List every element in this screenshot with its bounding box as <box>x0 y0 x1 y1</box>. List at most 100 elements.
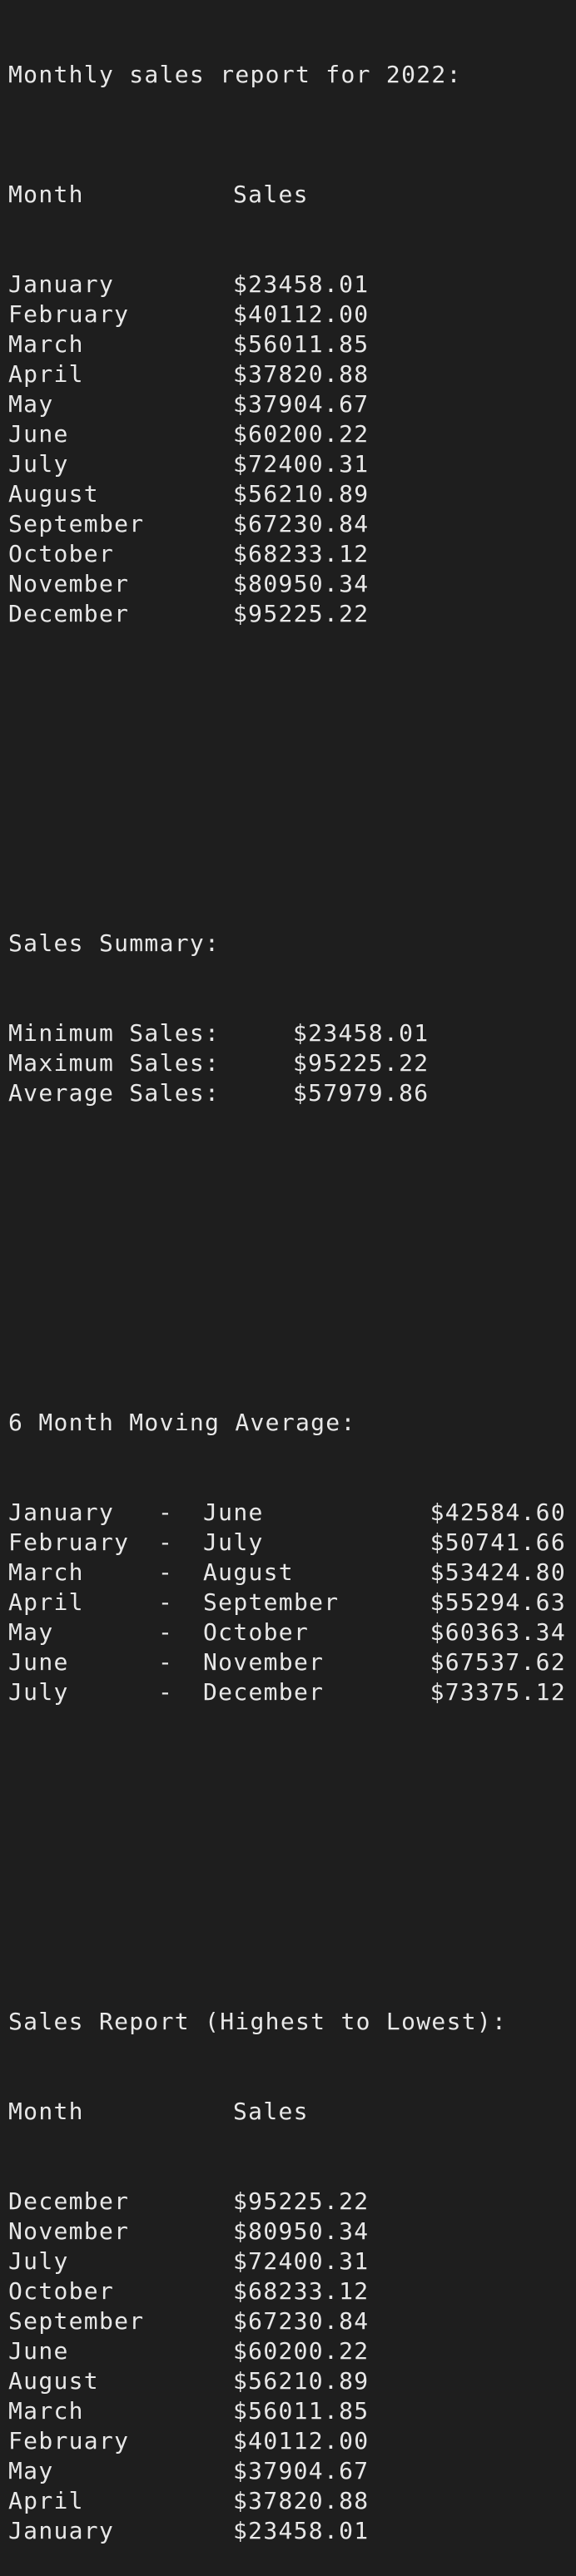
start-month: April <box>8 1588 84 1616</box>
table-row: July $72400.31 <box>8 2247 574 2276</box>
range-separator: - <box>158 1618 174 1646</box>
summary-value: $95225.22 <box>293 1049 430 1077</box>
monthly-table-body: January $23458.01 February $40112.00 March $5… <box>8 270 574 629</box>
start-month: May <box>8 1618 54 1646</box>
sales-cell: $37820.88 <box>233 360 370 388</box>
month-cell: November <box>8 570 130 597</box>
table-row: January $23458.01 <box>8 2516 574 2546</box>
moving-average-title: 6 Month Moving Average: <box>8 1409 356 1436</box>
summary-row: Minimum Sales: $23458.01 <box>8 1018 574 1048</box>
month-cell: September <box>8 2307 145 2335</box>
month-cell: June <box>8 420 69 448</box>
table-row: June $60200.22 <box>8 2336 574 2366</box>
table-row: December $95225.22 <box>8 599 574 629</box>
month-cell: April <box>8 2487 84 2514</box>
average-value: $55294.63 <box>430 1588 566 1616</box>
table-row: August $56210.89 <box>8 2366 574 2396</box>
month-cell: August <box>8 2367 99 2395</box>
end-month: November <box>203 1648 325 1676</box>
table-row: June $60200.22 <box>8 419 574 449</box>
moving-average-row: March - August $53424.80 <box>8 1558 574 1588</box>
end-month: August <box>203 1558 294 1586</box>
month-cell: October <box>8 2277 115 2305</box>
table-row: January $23458.01 <box>8 270 574 300</box>
sales-cell: $80950.34 <box>233 570 370 597</box>
month-cell: April <box>8 360 84 388</box>
month-cell: February <box>8 300 130 328</box>
start-month: March <box>8 1558 84 1586</box>
average-value: $73375.12 <box>430 1678 566 1706</box>
month-cell: September <box>8 510 145 537</box>
month-cell: July <box>8 450 69 478</box>
moving-average-row: July - December $73375.12 <box>8 1677 574 1707</box>
sales-cell: $37904.67 <box>233 390 370 418</box>
summary-row: Average Sales: $57979.86 <box>8 1078 574 1108</box>
moving-average-row: May - October $60363.34 <box>8 1617 574 1647</box>
end-month: October <box>203 1618 310 1646</box>
summary-title: Sales Summary: <box>8 929 221 957</box>
month-cell: January <box>8 2517 115 2544</box>
average-value: $53424.80 <box>430 1558 566 1586</box>
table-row: November $80950.34 <box>8 569 574 599</box>
sales-cell: $80950.34 <box>233 2217 370 2245</box>
average-value: $42584.60 <box>430 1499 566 1526</box>
table-row: March $56011.85 <box>8 2396 574 2426</box>
sales-cell: $56011.85 <box>233 330 370 358</box>
summary-list: Minimum Sales: $23458.01 Maximum Sales: $95… <box>8 1018 574 1108</box>
table-row: August $56210.89 <box>8 479 574 509</box>
start-month: June <box>8 1648 69 1676</box>
table-row: April $37820.88 <box>8 2486 574 2516</box>
summary-row: Maximum Sales: $95225.22 <box>8 1048 574 1078</box>
month-cell: January <box>8 270 115 298</box>
sales-cell: $72400.31 <box>233 2247 370 2275</box>
range-separator: - <box>158 1648 174 1676</box>
summary-value: $57979.86 <box>293 1079 430 1107</box>
sales-cell: $67230.84 <box>233 2307 370 2335</box>
table-row: May $37904.67 <box>8 389 574 419</box>
moving-average-row: April - September $55294.63 <box>8 1588 574 1617</box>
table-row: February $40112.00 <box>8 2426 574 2456</box>
sales-cell: $37904.67 <box>233 2457 370 2484</box>
sales-cell: $40112.00 <box>233 2427 370 2455</box>
table-row: February $40112.00 <box>8 300 574 329</box>
month-cell: May <box>8 390 54 418</box>
month-cell: July <box>8 2247 69 2275</box>
sales-cell: $37820.88 <box>233 2487 370 2514</box>
month-cell: November <box>8 2217 130 2245</box>
table-row: May $37904.67 <box>8 2456 574 2486</box>
sales-cell: $56210.89 <box>233 480 370 508</box>
moving-average-row: January - June $42584.60 <box>8 1498 574 1528</box>
sales-cell: $60200.22 <box>233 420 370 448</box>
month-cell: May <box>8 2457 54 2484</box>
table-row: December $95225.22 <box>8 2187 574 2217</box>
sales-cell: $95225.22 <box>233 600 370 627</box>
table-row: April $37820.88 <box>8 359 574 389</box>
end-month: June <box>203 1499 264 1526</box>
moving-average-row: February - July $50741.66 <box>8 1528 574 1558</box>
month-cell: December <box>8 600 130 627</box>
start-month: February <box>8 1528 130 1556</box>
table-row: September $67230.84 <box>8 2306 574 2336</box>
sales-cell: $68233.12 <box>233 2277 370 2305</box>
average-value: $67537.62 <box>430 1648 566 1676</box>
table-row: July $72400.31 <box>8 449 574 479</box>
table-row: November $80950.34 <box>8 2217 574 2247</box>
summary-label: Minimum Sales: <box>8 1019 221 1047</box>
sales-cell: $95225.22 <box>233 2187 370 2215</box>
table-row: September $67230.84 <box>8 509 574 539</box>
moving-average-row: June - November $67537.62 <box>8 1647 574 1677</box>
sales-cell: $23458.01 <box>233 270 370 298</box>
summary-value: $23458.01 <box>293 1019 430 1047</box>
month-cell: February <box>8 2427 130 2455</box>
summary-label: Maximum Sales: <box>8 1049 221 1077</box>
end-month: July <box>203 1528 264 1556</box>
monthly-table-header: Month Sales <box>8 180 574 210</box>
report-title: Monthly sales report for 2022: <box>8 61 462 88</box>
month-cell: March <box>8 330 84 358</box>
sales-cell: $56210.89 <box>233 2367 370 2395</box>
month-cell: March <box>8 2397 84 2425</box>
end-month: December <box>203 1678 325 1706</box>
month-cell: December <box>8 2187 130 2215</box>
start-month: January <box>8 1499 115 1526</box>
range-separator: - <box>158 1499 174 1526</box>
